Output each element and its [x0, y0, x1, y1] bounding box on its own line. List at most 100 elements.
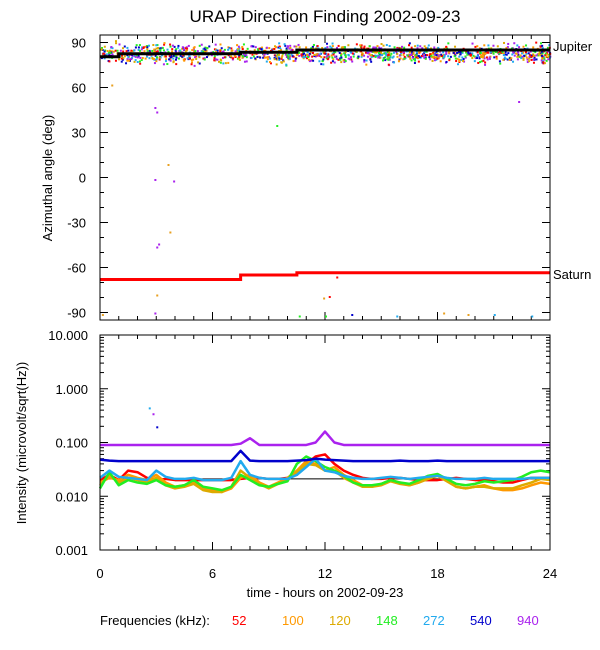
- direction-point: [433, 59, 436, 62]
- direction-point: [410, 46, 413, 49]
- direction-point: [546, 51, 549, 54]
- direction-point: [241, 56, 244, 59]
- direction-point: [340, 61, 343, 64]
- direction-point: [202, 48, 205, 51]
- direction-point: [460, 59, 463, 62]
- direction-point: [351, 52, 354, 55]
- intensity-series-540: [99, 449, 550, 463]
- direction-point: [255, 52, 258, 55]
- direction-point: [140, 59, 143, 62]
- direction-point: [532, 58, 535, 61]
- intensity-y-tick-label: 0.001: [55, 543, 88, 558]
- direction-point: [403, 55, 406, 58]
- direction-point: [278, 45, 281, 48]
- direction-point: [486, 58, 489, 61]
- direction-point: [238, 47, 241, 50]
- direction-point: [293, 45, 296, 48]
- direction-point: [193, 49, 196, 52]
- direction-point: [309, 50, 312, 53]
- direction-point: [309, 59, 312, 62]
- direction-point: [104, 49, 107, 52]
- direction-point: [134, 59, 137, 62]
- direction-point: [286, 55, 289, 58]
- direction-point: [316, 45, 319, 48]
- direction-point: [517, 51, 520, 54]
- direction-point: [134, 46, 137, 49]
- direction-point: [419, 45, 422, 48]
- direction-point: [409, 57, 412, 60]
- direction-outlier-point: [154, 107, 157, 109]
- direction-point: [370, 50, 373, 53]
- direction-point: [469, 52, 472, 55]
- direction-point: [384, 59, 387, 62]
- direction-point: [424, 57, 427, 60]
- direction-point: [185, 49, 188, 52]
- direction-point: [431, 56, 434, 59]
- direction-point: [214, 43, 217, 46]
- legend-item-120: 120: [329, 613, 351, 628]
- direction-point: [331, 45, 334, 48]
- legend-item-148: 148: [376, 613, 398, 628]
- direction-point: [379, 54, 382, 57]
- direction-outlier-point: [156, 246, 159, 249]
- direction-point: [332, 51, 335, 54]
- direction-point: [347, 57, 350, 60]
- direction-panel: 90 60 30 0 -30 -60 -90 Azimuthal angle (deg) J…: [40, 34, 593, 321]
- direction-point: [363, 47, 366, 50]
- direction-outlier-point: [325, 315, 327, 318]
- intensity-plot-frame: [99, 334, 551, 551]
- intensity-series-940: [100, 430, 550, 447]
- direction-point: [165, 58, 168, 61]
- direction-point: [169, 43, 172, 46]
- direction-point: [437, 46, 440, 49]
- direction-point: [506, 46, 509, 49]
- direction-point: [503, 56, 506, 59]
- direction-point: [360, 44, 363, 47]
- direction-point: [545, 55, 548, 58]
- direction-point: [291, 49, 294, 52]
- direction-point: [191, 61, 194, 64]
- intensity-y-tick-label: 0.100: [55, 436, 88, 451]
- direction-point: [505, 53, 508, 56]
- direction-point: [403, 46, 406, 49]
- direction-point: [204, 48, 207, 51]
- direction-point: [193, 50, 196, 53]
- direction-point: [148, 49, 151, 52]
- direction-point: [525, 56, 528, 59]
- direction-point: [351, 60, 354, 63]
- direction-point: [495, 57, 498, 60]
- direction-point: [545, 59, 548, 62]
- direction-point: [363, 60, 366, 63]
- direction-point: [408, 42, 411, 45]
- direction-point: [108, 53, 111, 56]
- direction-point: [440, 53, 443, 56]
- direction-point: [493, 56, 496, 59]
- x-axis-label: time - hours on 2002-09-23: [247, 585, 404, 600]
- direction-point: [462, 58, 465, 61]
- direction-point: [418, 56, 421, 59]
- direction-point: [172, 61, 175, 64]
- direction-point: [443, 55, 446, 58]
- direction-point: [219, 61, 222, 64]
- direction-point: [203, 57, 206, 60]
- direction-outlier-point: [167, 164, 170, 166]
- direction-point: [482, 54, 485, 57]
- direction-point: [227, 61, 230, 64]
- direction-point: [285, 47, 288, 50]
- direction-point: [306, 53, 309, 56]
- direction-point: [436, 57, 439, 60]
- direction-point: [512, 60, 515, 63]
- direction-point: [384, 56, 387, 59]
- direction-point: [533, 54, 536, 57]
- direction-point: [320, 63, 323, 66]
- direction-point: [324, 47, 327, 50]
- direction-point: [492, 52, 495, 55]
- saturn-reference-line: [100, 271, 550, 281]
- direction-point: [402, 51, 405, 54]
- direction-point: [121, 58, 124, 61]
- direction-point: [192, 58, 195, 61]
- direction-point: [151, 49, 154, 52]
- direction-point: [429, 53, 432, 56]
- direction-point: [376, 45, 379, 48]
- direction-point: [130, 58, 133, 61]
